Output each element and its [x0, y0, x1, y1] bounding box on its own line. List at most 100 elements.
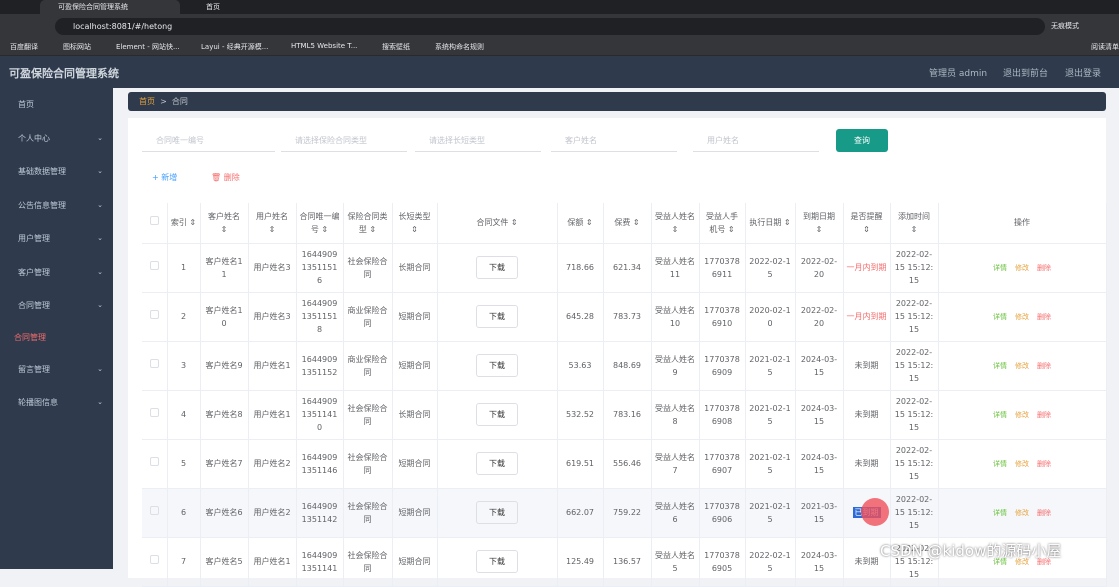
url[interactable]: localhost:8081/#/hetong [55, 18, 1045, 35]
action-e[interactable]: 修改 [1015, 459, 1029, 468]
action-r[interactable]: 删除 [1037, 263, 1051, 272]
front-link[interactable]: 退出到前台 [1003, 69, 1049, 79]
action-d[interactable]: 详情 [993, 312, 1007, 321]
action-e[interactable]: 修改 [1015, 312, 1029, 321]
cell-text: 2020-02-10 [749, 305, 791, 328]
cell-text: 16449091351146 [301, 452, 338, 475]
action-r[interactable]: 删除 [1037, 508, 1051, 517]
action-d[interactable]: 详情 [993, 263, 1007, 272]
checkbox[interactable] [149, 555, 159, 564]
checkbox[interactable] [149, 216, 159, 226]
action-r[interactable]: 删除 [1037, 557, 1051, 566]
action-d[interactable]: 详情 [993, 557, 1007, 566]
cell: 一月内到期 [843, 292, 891, 342]
bookmark[interactable]: 系统构命名规则 [435, 43, 484, 51]
checkbox[interactable] [149, 261, 159, 270]
search-input[interactable]: 客户姓名 [551, 130, 677, 152]
download-button[interactable]: 下载 [476, 354, 518, 377]
cell: 662.07 [557, 488, 604, 538]
action-e[interactable]: 修改 [1015, 508, 1029, 517]
menu-item[interactable]: 用户管理 ⌄ [0, 222, 113, 255]
checkbox[interactable] [149, 310, 159, 319]
cell: 下载 [437, 439, 558, 489]
menu-item[interactable]: 合同管理 ⌄ [0, 289, 113, 322]
action-d[interactable]: 详情 [993, 508, 1007, 517]
bookmark[interactable]: 图标网站 [63, 43, 91, 51]
download-button[interactable]: 下载 [476, 305, 518, 328]
cell-text: 136.57 [613, 557, 641, 566]
header-label: 索引 [170, 218, 187, 228]
checkbox[interactable] [149, 457, 159, 466]
sidebar: 首页 个人中心 ⌄ 基础数据管理 ⌄ 公告信息管理 ⌄ 用户管理 ⌄ 客户管理 ⌄ 合同管理 ⌄ 合同管理… [0, 88, 113, 569]
search-input[interactable]: 请选择长短类型 [415, 130, 541, 152]
download-button[interactable]: 下载 [476, 452, 518, 475]
cell-text: 783.73 [613, 312, 641, 321]
download-button[interactable]: 下载 [476, 550, 518, 573]
menu-item[interactable]: 客户管理 ⌄ [0, 256, 113, 289]
cell-text: 7 [180, 557, 187, 566]
cell: 详情 修改 删除 [938, 439, 1107, 489]
action-e[interactable]: 修改 [1015, 557, 1029, 566]
bookmark[interactable]: 百度翻译 [10, 43, 38, 51]
action-r[interactable]: 删除 [1037, 312, 1051, 321]
cell-text: 125.49 [566, 557, 594, 566]
sort-icon: ⇕ [411, 224, 418, 234]
header-cell: 执行日期 ⇕ [745, 203, 796, 244]
bookmark[interactable]: Element - 网站快... [116, 43, 180, 51]
logout-link[interactable]: 退出登录 [1065, 69, 1102, 79]
action-e[interactable]: 修改 [1015, 263, 1029, 272]
sort-icon: ⇕ [220, 224, 228, 234]
menu-item[interactable]: 基础数据管理 ⌄ [0, 155, 113, 188]
download-button[interactable]: 下载 [476, 501, 518, 524]
download-button[interactable]: 下载 [476, 256, 518, 279]
cell: 2021-02-15 [745, 488, 796, 538]
tab[interactable]: 首页 [206, 3, 220, 11]
cell: 详情 修改 删除 [938, 341, 1107, 391]
checkbox[interactable] [149, 506, 159, 515]
action-d[interactable]: 详情 [993, 410, 1007, 419]
checkbox[interactable] [149, 408, 159, 417]
cell-text: 社会保险合同 [347, 256, 388, 279]
action-e[interactable]: 修改 [1015, 410, 1029, 419]
cell: 16449091351142 [296, 488, 344, 538]
action-d[interactable]: 详情 [993, 361, 1007, 370]
cell: 17703786908 [699, 390, 746, 440]
menu-item[interactable]: 首页 [0, 88, 113, 121]
menu-item[interactable]: 轮播图信息 ⌄ [0, 386, 113, 419]
cell-text: 1 [180, 263, 187, 272]
menu-arrow: ⌄ [97, 267, 103, 276]
cell-text: 用户姓名1 [253, 361, 291, 370]
bookmark[interactable]: 搜索壁纸 [382, 43, 410, 51]
search-input[interactable]: 合同唯一编号 [142, 130, 275, 152]
cell-text: 645.28 [566, 312, 594, 321]
search-input[interactable]: 请选择保险合同类型 [281, 130, 407, 152]
download-button[interactable]: 下载 [476, 403, 518, 426]
action-d[interactable]: 详情 [993, 459, 1007, 468]
cell-text: 164490913511518 [301, 299, 338, 334]
menu-item[interactable]: 留言管理 ⌄ [0, 353, 113, 386]
search-input[interactable]: 用户姓名 [693, 130, 819, 152]
cell: 受益人姓名7 [651, 439, 700, 489]
header-cell: 客户姓名 ⇕ [200, 203, 249, 244]
submenu-item[interactable]: 合同管理 [0, 323, 113, 353]
menu-label: 公告信息管理 [18, 200, 66, 210]
breadcrumb: 首页 > 合同 [128, 92, 1106, 111]
crumb-home[interactable]: 首页 [139, 97, 155, 106]
checkbox[interactable] [149, 359, 159, 368]
bookmark[interactable]: HTML5 Website T... [291, 42, 358, 50]
action-e[interactable]: 修改 [1015, 361, 1029, 370]
menu-arrow: ⌄ [97, 200, 103, 209]
action-r[interactable]: 删除 [1037, 361, 1051, 370]
bookmark[interactable]: Layui - 经典开源模... [201, 43, 269, 51]
action-r[interactable]: 删除 [1037, 459, 1051, 468]
tab[interactable]: 可盈保险合同管理系统 [40, 0, 180, 14]
menu-item[interactable]: 公告信息管理 ⌄ [0, 189, 113, 222]
add-button[interactable]: + 新增 [152, 173, 178, 182]
action-r[interactable]: 删除 [1037, 410, 1051, 419]
menu-item[interactable]: 个人中心 ⌄ [0, 122, 113, 155]
reading-list[interactable]: 阅读清单 [1091, 43, 1119, 51]
incognito[interactable]: 无痕模式 [1051, 22, 1079, 30]
cell: 社会保险合同 [343, 537, 393, 587]
delete-button[interactable]: 🗑 删除 [211, 173, 240, 182]
query-button[interactable]: 查询 [836, 129, 888, 152]
